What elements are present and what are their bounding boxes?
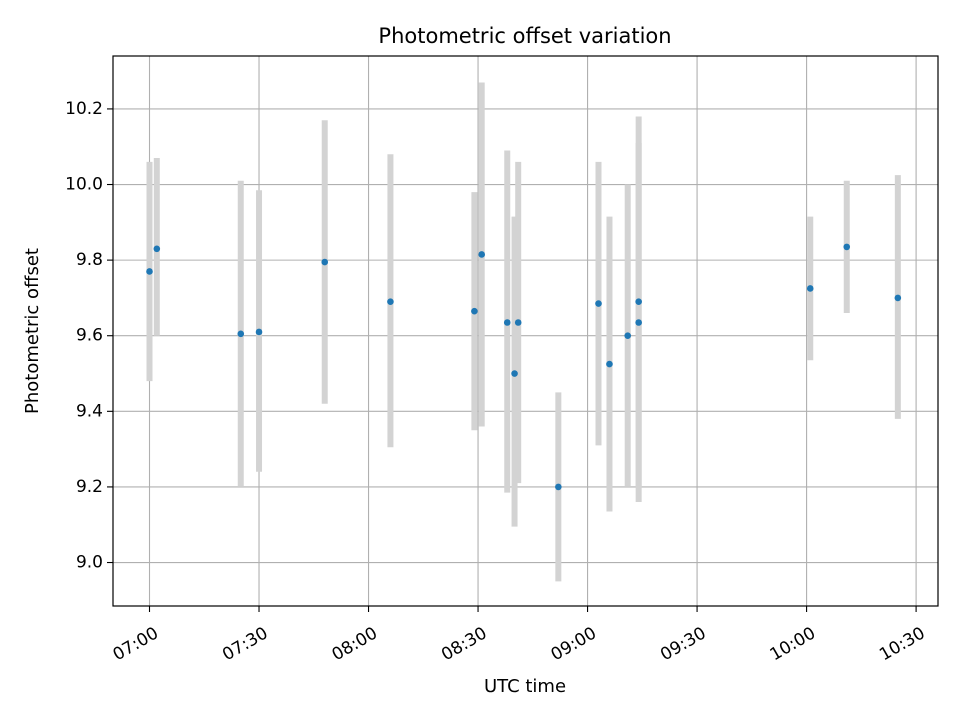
- y-tick-label: 9.4: [76, 401, 103, 421]
- chart-title: Photometric offset variation: [378, 24, 671, 48]
- y-axis-label: Photometric offset: [22, 248, 43, 414]
- x-tick-label: 10:30: [876, 623, 928, 665]
- data-point: [255, 328, 263, 336]
- x-tick-label: 10:00: [767, 623, 819, 665]
- data-point: [471, 307, 478, 315]
- y-tick-label: 9.8: [76, 250, 103, 270]
- x-tick-label: 09:00: [548, 623, 600, 665]
- y-tick-label: 10.2: [65, 99, 103, 119]
- data-point: [514, 319, 522, 326]
- x-axis-label: UTC time: [484, 676, 566, 697]
- data-point: [624, 332, 632, 340]
- x-tick-label: 08:00: [329, 623, 381, 665]
- x-tick-label: 07:00: [110, 623, 162, 665]
- y-tick-label: 9.6: [76, 326, 103, 346]
- y-tick-label: 10.0: [65, 175, 103, 195]
- data-point: [843, 243, 851, 251]
- data-points: [146, 243, 902, 491]
- data-point: [146, 268, 153, 275]
- data-point: [595, 300, 602, 307]
- data-point: [894, 294, 902, 302]
- data-point: [511, 370, 518, 377]
- x-tick-label: 09:30: [657, 623, 709, 665]
- data-point: [806, 285, 814, 292]
- y-tick-label: 9.0: [76, 553, 103, 573]
- x-tick-label: 07:30: [219, 623, 271, 665]
- data-point: [635, 298, 642, 306]
- data-point: [503, 319, 511, 326]
- data-point: [321, 258, 329, 266]
- data-point: [153, 245, 161, 253]
- data-point: [555, 483, 562, 491]
- x-axis-ticks: 07:00 07:30 08:00 08:30 09:00 09:30 10:00 10:30: [110, 606, 929, 665]
- grid-lines: [113, 56, 938, 606]
- data-point: [237, 330, 245, 338]
- y-tick-label: 9.2: [76, 477, 103, 497]
- data-point: [387, 298, 394, 306]
- x-tick-label: 08:30: [438, 623, 490, 665]
- data-point: [635, 319, 642, 326]
- data-point: [606, 360, 613, 368]
- y-axis-ticks: 9.0 9.2 9.4 9.6 9.8 10.0 10.2: [65, 99, 113, 573]
- plot-frame: [112, 55, 939, 607]
- data-point: [478, 251, 485, 258]
